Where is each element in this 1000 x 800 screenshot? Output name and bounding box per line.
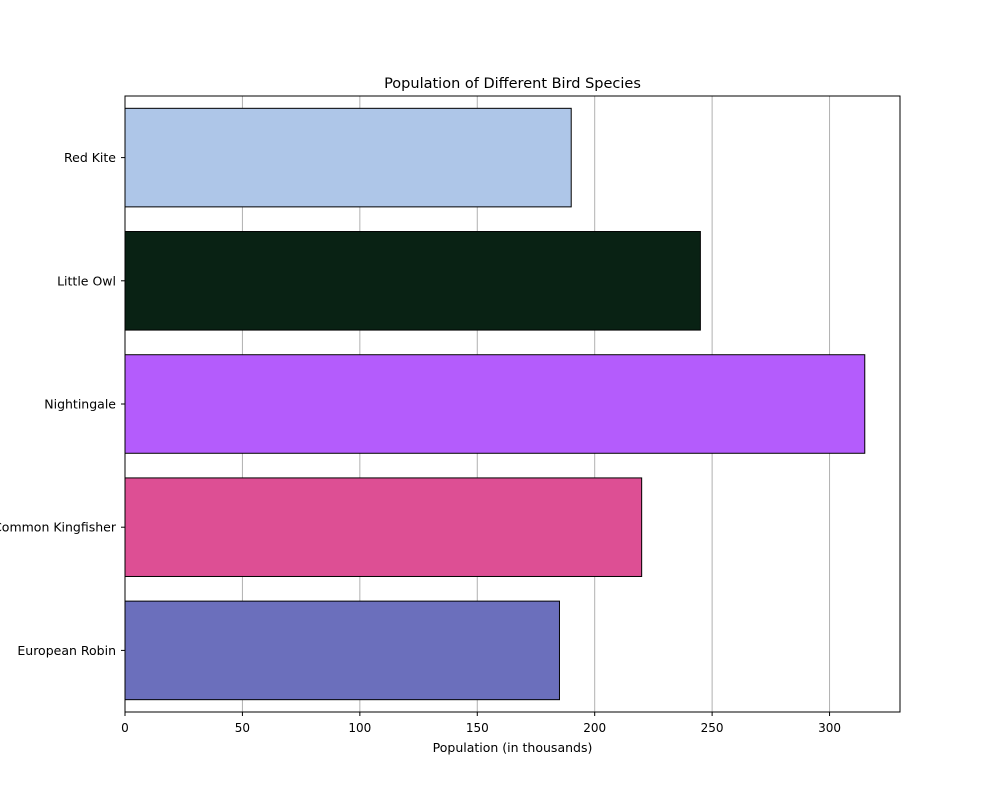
y-category-label: Common Kingfisher (0, 520, 117, 535)
y-category-label: Red Kite (64, 150, 116, 165)
bar-red-kite (124, 107, 572, 208)
chart-title: Population of Different Bird Species (384, 76, 641, 92)
x-axis-ticks: 0 50 100 150 200 250 300 (121, 712, 841, 735)
x-tick-label: 100 (348, 721, 371, 735)
y-axis-ticks: European Robin Common Kingfisher Nightinga… (0, 150, 125, 658)
bar-little-owl (124, 231, 701, 331)
bar-european-robin (124, 600, 560, 701)
x-tick-label: 300 (818, 721, 841, 735)
bar-nightingale (124, 354, 866, 454)
y-category-label: Little Owl (57, 273, 116, 288)
y-category-label: Nightingale (44, 397, 116, 412)
x-tick-label: 50 (235, 721, 250, 735)
x-tick-label: 200 (583, 721, 606, 735)
x-axis-label: Population (in thousands) (433, 740, 593, 755)
x-tick-label: 250 (701, 721, 724, 735)
x-tick-label: 150 (466, 721, 489, 735)
x-tick-label: 0 (121, 721, 129, 735)
bar-common-kingfisher (124, 477, 643, 577)
bars (124, 107, 866, 701)
y-category-label: European Robin (17, 643, 116, 658)
